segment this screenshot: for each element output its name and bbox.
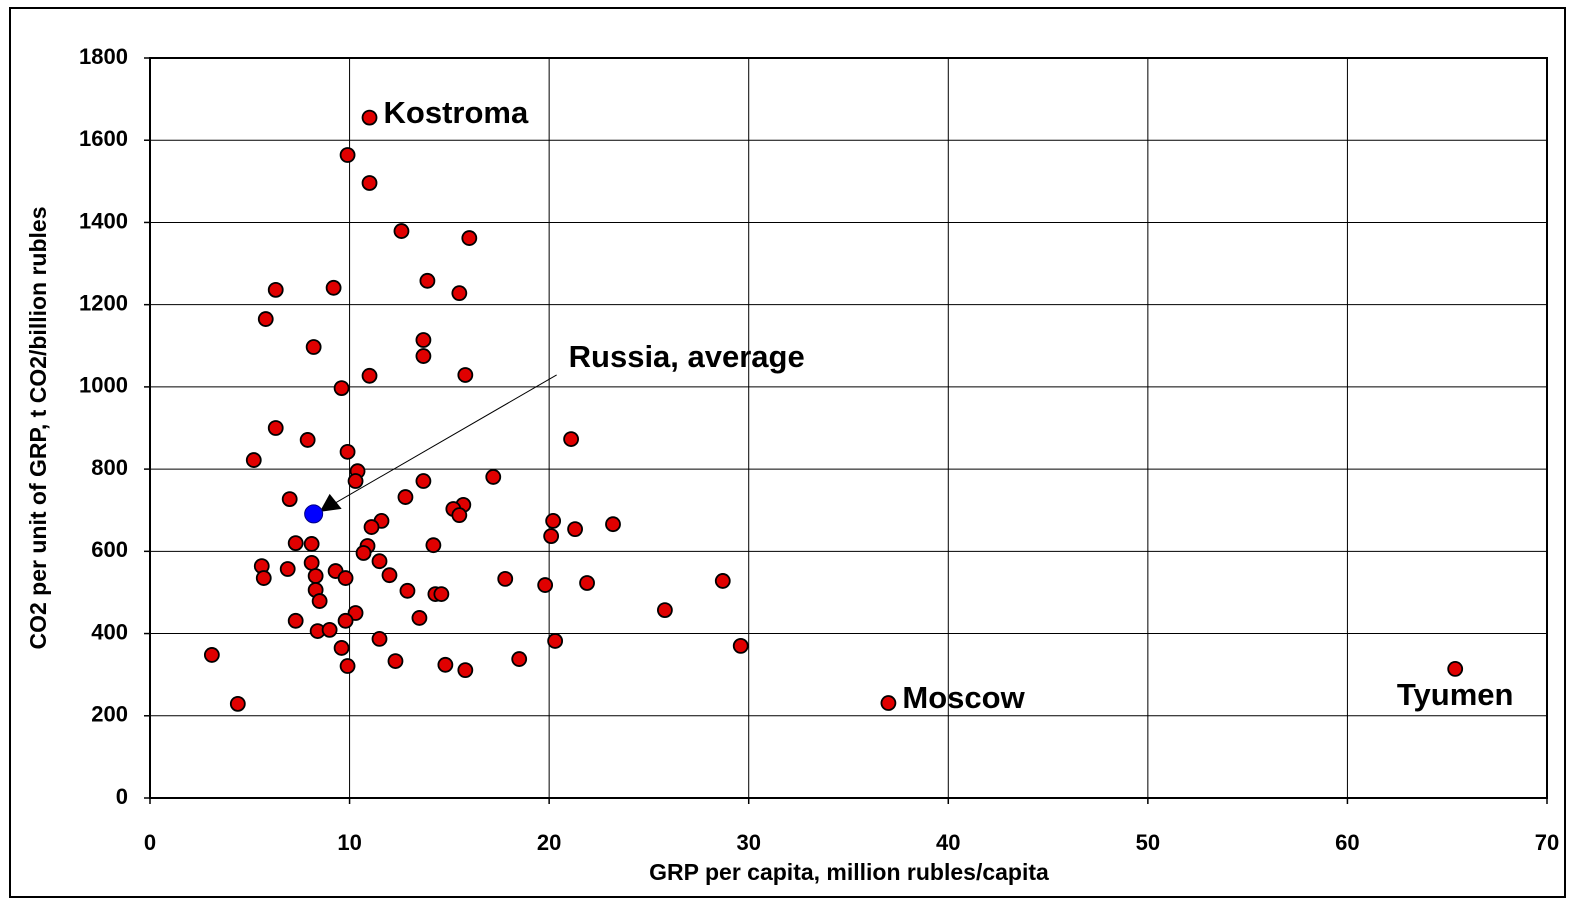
y-tick-label: 400 <box>91 619 128 644</box>
data-point <box>656 602 673 619</box>
data-point <box>579 575 595 591</box>
data-point <box>361 175 378 191</box>
data-point <box>381 567 398 584</box>
data-point <box>363 519 380 535</box>
data-point <box>451 507 468 524</box>
data-point <box>255 570 272 586</box>
y-tick-label: 0 <box>116 784 128 809</box>
data-point <box>339 658 356 674</box>
data-point <box>399 582 416 599</box>
y-tick-label: 200 <box>91 702 128 727</box>
annotation: Kostroma <box>384 95 529 130</box>
data-point <box>361 109 378 126</box>
x-tick-label: 0 <box>144 830 156 855</box>
data-point <box>371 553 388 570</box>
data-point <box>305 339 322 355</box>
data-point <box>279 561 296 577</box>
data-point <box>437 656 454 673</box>
data-point <box>545 513 562 529</box>
data-point <box>714 573 731 589</box>
y-axis-title: CO2 per unit of GRP, t CO2/billion ruble… <box>25 206 51 649</box>
callout-line <box>333 374 557 505</box>
y-tick-label: 1800 <box>79 44 128 69</box>
data-point <box>415 348 432 364</box>
data-point <box>287 535 304 552</box>
y-tick-label: 1400 <box>79 208 128 233</box>
x-tick-label: 30 <box>736 830 760 855</box>
data-point <box>339 147 356 163</box>
y-tick-label: 1600 <box>79 126 128 151</box>
x-tick-label: 70 <box>1535 830 1559 855</box>
data-point <box>433 586 450 602</box>
data-point <box>1447 661 1464 677</box>
data-point <box>267 420 284 436</box>
data-point <box>267 281 284 298</box>
data-point <box>311 593 328 609</box>
data-point <box>451 285 468 302</box>
data-point <box>411 610 428 626</box>
data-point <box>457 662 474 679</box>
chart-frame <box>9 7 1566 898</box>
x-tick-label: 20 <box>537 830 561 855</box>
data-point <box>387 653 404 669</box>
data-point <box>397 489 414 505</box>
x-tick-label: 60 <box>1335 830 1359 855</box>
data-point <box>281 491 298 508</box>
x-tick-label: 10 <box>337 830 361 855</box>
data-point <box>339 443 356 460</box>
x-tick-label: 40 <box>936 830 960 855</box>
data-point <box>563 431 579 448</box>
data-point <box>547 633 564 649</box>
data-point <box>303 554 320 571</box>
data-point <box>543 528 560 545</box>
data-point <box>485 469 502 485</box>
y-tick-label: 600 <box>91 537 128 562</box>
data-point <box>347 473 364 489</box>
x-axis-title: GRP per capita, million rubles/capita <box>649 859 1049 885</box>
annotation: Tyumen <box>1397 677 1514 712</box>
data-point <box>457 367 474 383</box>
data-point <box>287 612 304 629</box>
y-tick-label: 800 <box>91 455 128 480</box>
data-point <box>537 577 554 593</box>
annotation: Moscow <box>902 680 1025 715</box>
y-tick-label: 1000 <box>79 373 128 398</box>
data-point <box>497 570 514 587</box>
data-point <box>307 568 324 584</box>
data-point <box>461 230 478 246</box>
data-point <box>419 272 436 289</box>
data-point <box>415 332 432 348</box>
data-point <box>337 612 354 629</box>
data-point <box>245 452 262 468</box>
data-point <box>333 380 350 397</box>
plot-area <box>149 57 1548 799</box>
annotation: Russia, average <box>569 339 805 374</box>
y-tick-label: 1200 <box>79 290 128 315</box>
data-point <box>415 473 432 489</box>
data-point <box>880 695 897 711</box>
data-point <box>337 570 354 586</box>
data-point <box>229 695 246 712</box>
data-point <box>303 536 320 552</box>
data-point <box>355 545 372 561</box>
callout-arrowhead <box>319 493 342 512</box>
data-point <box>425 537 442 554</box>
x-tick-label: 50 <box>1136 830 1160 855</box>
data-point <box>567 521 583 538</box>
data-point <box>371 631 388 647</box>
data-point <box>257 311 274 327</box>
data-point <box>321 621 338 638</box>
data-point <box>299 432 316 448</box>
data-point <box>304 504 324 524</box>
data-point <box>393 223 410 239</box>
data-point <box>511 651 528 667</box>
data-point <box>361 367 378 384</box>
data-point <box>605 516 621 533</box>
data-point <box>333 640 350 656</box>
data-point <box>732 637 749 654</box>
data-point <box>203 647 220 663</box>
data-point <box>325 279 342 296</box>
